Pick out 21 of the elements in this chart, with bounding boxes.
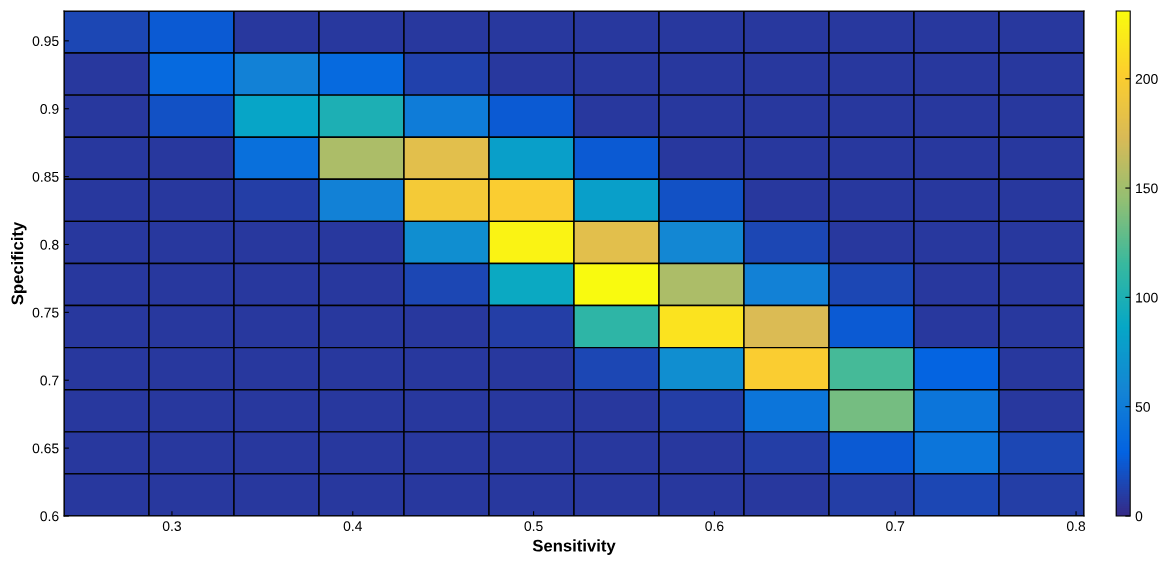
color-bar-label: 150 [1136, 183, 1158, 194]
x-tick-label: 0.6 [705, 521, 724, 532]
y-tick-label: 0.7 [40, 375, 59, 386]
x-tick-label: 0.4 [343, 521, 363, 532]
y-tick-label: 0.95 [32, 36, 59, 47]
x-tick-label: 0.7 [886, 521, 905, 532]
color-bar-label: 0 [1135, 511, 1143, 522]
y-tick-label: 0.6 [40, 511, 59, 522]
y-tick-label: 0.75 [32, 307, 59, 318]
color-bar-label: 200 [1135, 74, 1158, 84]
x-tick-label: 0.8 [1066, 521, 1086, 532]
y-tick-label: 0.65 [32, 443, 59, 454]
y-tick-label: 0.8 [40, 239, 59, 250]
x-tick-label: 0.5 [524, 521, 543, 532]
color-bar-label: 50 [1135, 402, 1150, 412]
color-bar-label: 100 [1136, 292, 1158, 303]
x-axis-title: Sensitivity [532, 539, 616, 555]
y-tick-label: 0.9 [40, 104, 59, 114]
y-axis-title: Specificity [11, 221, 27, 305]
y-tick-label: 0.85 [32, 171, 59, 182]
x-tick-label: 0.3 [162, 521, 181, 532]
